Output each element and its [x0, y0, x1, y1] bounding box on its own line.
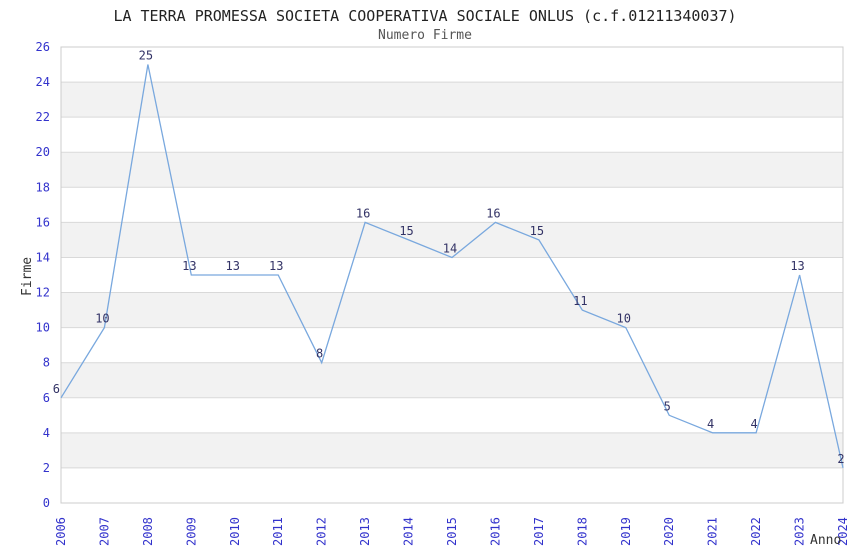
data-point-label: 15: [399, 224, 413, 238]
data-point-label: 16: [356, 206, 370, 220]
grid-band: [61, 432, 843, 468]
data-point-label: 14: [443, 241, 457, 255]
x-tick-label: 2018: [575, 517, 589, 546]
data-point-label: 16: [486, 206, 500, 220]
data-point-label: 10: [95, 312, 109, 326]
x-tick-label: 2009: [184, 517, 198, 546]
x-tick-label: 2007: [97, 517, 111, 546]
grid-band: [61, 152, 843, 188]
chart-subtitle: Numero Firme: [378, 28, 472, 43]
data-point-label: 25: [139, 49, 153, 63]
y-tick-label: 2: [43, 461, 50, 475]
x-tick-label: 2023: [793, 517, 807, 546]
x-tick-label: 2016: [488, 517, 502, 546]
y-tick-label: 8: [43, 356, 50, 370]
data-point-label: 13: [269, 259, 283, 273]
y-tick-label: 4: [43, 426, 50, 440]
x-tick-label: 2015: [445, 517, 459, 546]
x-tick-label: 2006: [54, 517, 68, 546]
x-tick-label: 2017: [532, 517, 546, 546]
data-point-label: 13: [226, 259, 240, 273]
data-point-label: 11: [573, 294, 587, 308]
data-point-label: 15: [530, 224, 544, 238]
y-tick-label: 20: [36, 145, 50, 159]
x-tick-label: 2008: [141, 517, 155, 546]
y-tick-label: 26: [36, 40, 50, 54]
y-axis-title: Firme: [20, 257, 35, 296]
grid-band: [61, 82, 843, 118]
x-tick-label: 2024: [836, 517, 850, 546]
x-tick-label: 2019: [619, 517, 633, 546]
grid-band: [61, 292, 843, 328]
y-tick-label: 6: [43, 391, 50, 405]
y-tick-label: 24: [36, 75, 50, 89]
y-tick-label: 10: [36, 321, 50, 335]
data-point-label: 2: [837, 452, 844, 466]
data-point-label: 4: [707, 417, 714, 431]
x-tick-label: 2014: [402, 517, 416, 546]
y-tick-label: 18: [36, 180, 50, 194]
x-tick-label: 2021: [706, 517, 720, 546]
data-point-label: 10: [617, 312, 631, 326]
data-point-label: 6: [53, 382, 60, 396]
x-tick-label: 2011: [271, 517, 285, 546]
data-point-label: 4: [750, 417, 757, 431]
y-tick-label: 14: [36, 250, 50, 264]
series-line: [60, 64, 844, 469]
data-point-label: 5: [664, 399, 671, 413]
data-point-label: 13: [182, 259, 196, 273]
x-tick-label: 2020: [662, 517, 676, 546]
grid-band: [61, 362, 843, 398]
grid-band: [61, 222, 843, 258]
chart-title: LA TERRA PROMESSA SOCIETA COOPERATIVA SO…: [113, 7, 737, 25]
y-tick-label: 22: [36, 110, 50, 124]
data-point-label: 8: [316, 347, 323, 361]
y-tick-label: 16: [36, 215, 50, 229]
x-tick-label: 2013: [358, 517, 372, 546]
x-tick-label: 2012: [315, 517, 329, 546]
y-tick-label: 0: [43, 496, 50, 510]
x-tick-label: 2010: [228, 517, 242, 546]
plot-area-border: [60, 46, 844, 504]
x-axis-title: Anno: [810, 533, 841, 548]
y-tick-label: 12: [36, 286, 50, 300]
x-tick-label: 2022: [749, 517, 763, 546]
data-point-label: 13: [790, 259, 804, 273]
